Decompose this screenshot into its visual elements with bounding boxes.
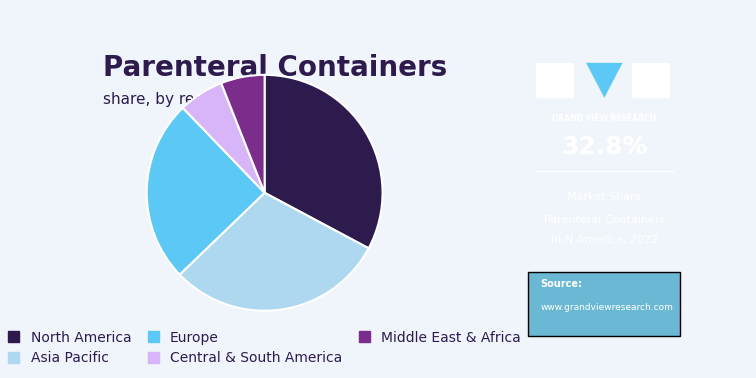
- Text: Parenteral Containers: Parenteral Containers: [544, 215, 665, 225]
- Wedge shape: [147, 108, 265, 274]
- Text: Parenteral Containers: Parenteral Containers: [103, 54, 448, 82]
- Text: 32.8%: 32.8%: [561, 135, 648, 159]
- Wedge shape: [222, 75, 265, 193]
- Text: in N.America, 2022: in N.America, 2022: [550, 235, 658, 245]
- Text: GRAND VIEW RESEARCH: GRAND VIEW RESEARCH: [552, 114, 656, 122]
- Text: www.grandviewresearch.com: www.grandviewresearch.com: [541, 303, 674, 312]
- Bar: [632, 63, 670, 98]
- FancyBboxPatch shape: [528, 273, 680, 336]
- Wedge shape: [180, 193, 369, 311]
- Text: share, by region, 2022 (%): share, by region, 2022 (%): [103, 92, 307, 107]
- Wedge shape: [265, 75, 383, 248]
- Wedge shape: [183, 83, 265, 193]
- Bar: [536, 63, 574, 98]
- Text: Market Share: Market Share: [567, 192, 642, 202]
- Text: Source:: Source:: [541, 279, 582, 289]
- Legend: North America, Asia Pacific, Europe, Central & South America, Middle East & Afri: North America, Asia Pacific, Europe, Cen…: [3, 325, 526, 371]
- Polygon shape: [586, 63, 623, 98]
